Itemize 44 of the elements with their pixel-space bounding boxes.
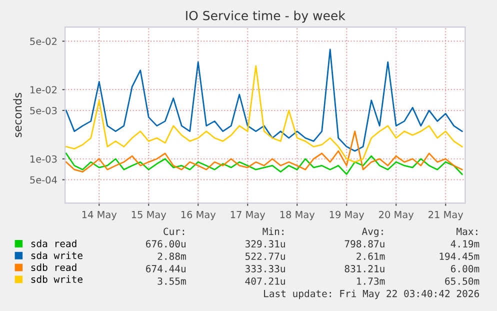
text: 333.33u [245, 265, 285, 272]
chart-title: IO Service time - by week [186, 10, 346, 23]
text: 674.44u [146, 265, 186, 272]
line-series [65, 48, 463, 152]
x-tick-label: 14 May [82, 211, 117, 220]
text: Max: [456, 228, 478, 236]
y-tick-label: 5e-03 [30, 106, 57, 114]
x-tick-label: 17 May [230, 211, 266, 220]
text: 2.88m [158, 252, 186, 260]
line-series [65, 65, 463, 163]
text: 407.21u [245, 277, 285, 285]
text: 194.45m [440, 252, 480, 260]
text: 3.55m [158, 277, 186, 285]
y-tick-label: 5e-04 [30, 176, 57, 184]
x-tick-label: 19 May [330, 210, 364, 220]
legend-label: sdb read [31, 264, 76, 272]
y-tick-label: 1e-02 [30, 86, 56, 94]
text: Last update: Fri May 22 03:40:42 2026 [264, 290, 479, 300]
text: 522.77u [245, 252, 285, 260]
legend-label: sda write [31, 252, 82, 260]
line-series [65, 152, 463, 175]
text: 329.31u [245, 240, 285, 248]
text: Cur: [164, 228, 184, 236]
text: 2.61m [356, 252, 385, 260]
text: 1.73m [357, 277, 385, 285]
x-tick-label: 21 May [428, 210, 464, 220]
text: 4.19m [450, 240, 480, 248]
text: Avg: [362, 228, 383, 237]
y-tick-label: 1e-03 [30, 155, 57, 163]
text: 831.21u [344, 265, 384, 272]
text: 6.00m [450, 265, 480, 272]
text: Min: [262, 228, 284, 235]
x-tick-label: 18 May [280, 210, 315, 220]
legend-label: sdb write [31, 275, 82, 283]
line-series [65, 130, 463, 173]
y-tick-label: 5e-02 [30, 38, 56, 46]
text: 676.00u [146, 240, 186, 248]
text: 65.50m [445, 277, 480, 285]
text: 798.87u [344, 240, 384, 248]
x-tick-label: 20 May [379, 210, 414, 220]
x-tick-label: 15 May [132, 211, 166, 220]
legend-label: sda read [31, 240, 76, 248]
y-axis-title: seconds [13, 92, 22, 138]
x-tick-label: 16 May [181, 210, 216, 220]
